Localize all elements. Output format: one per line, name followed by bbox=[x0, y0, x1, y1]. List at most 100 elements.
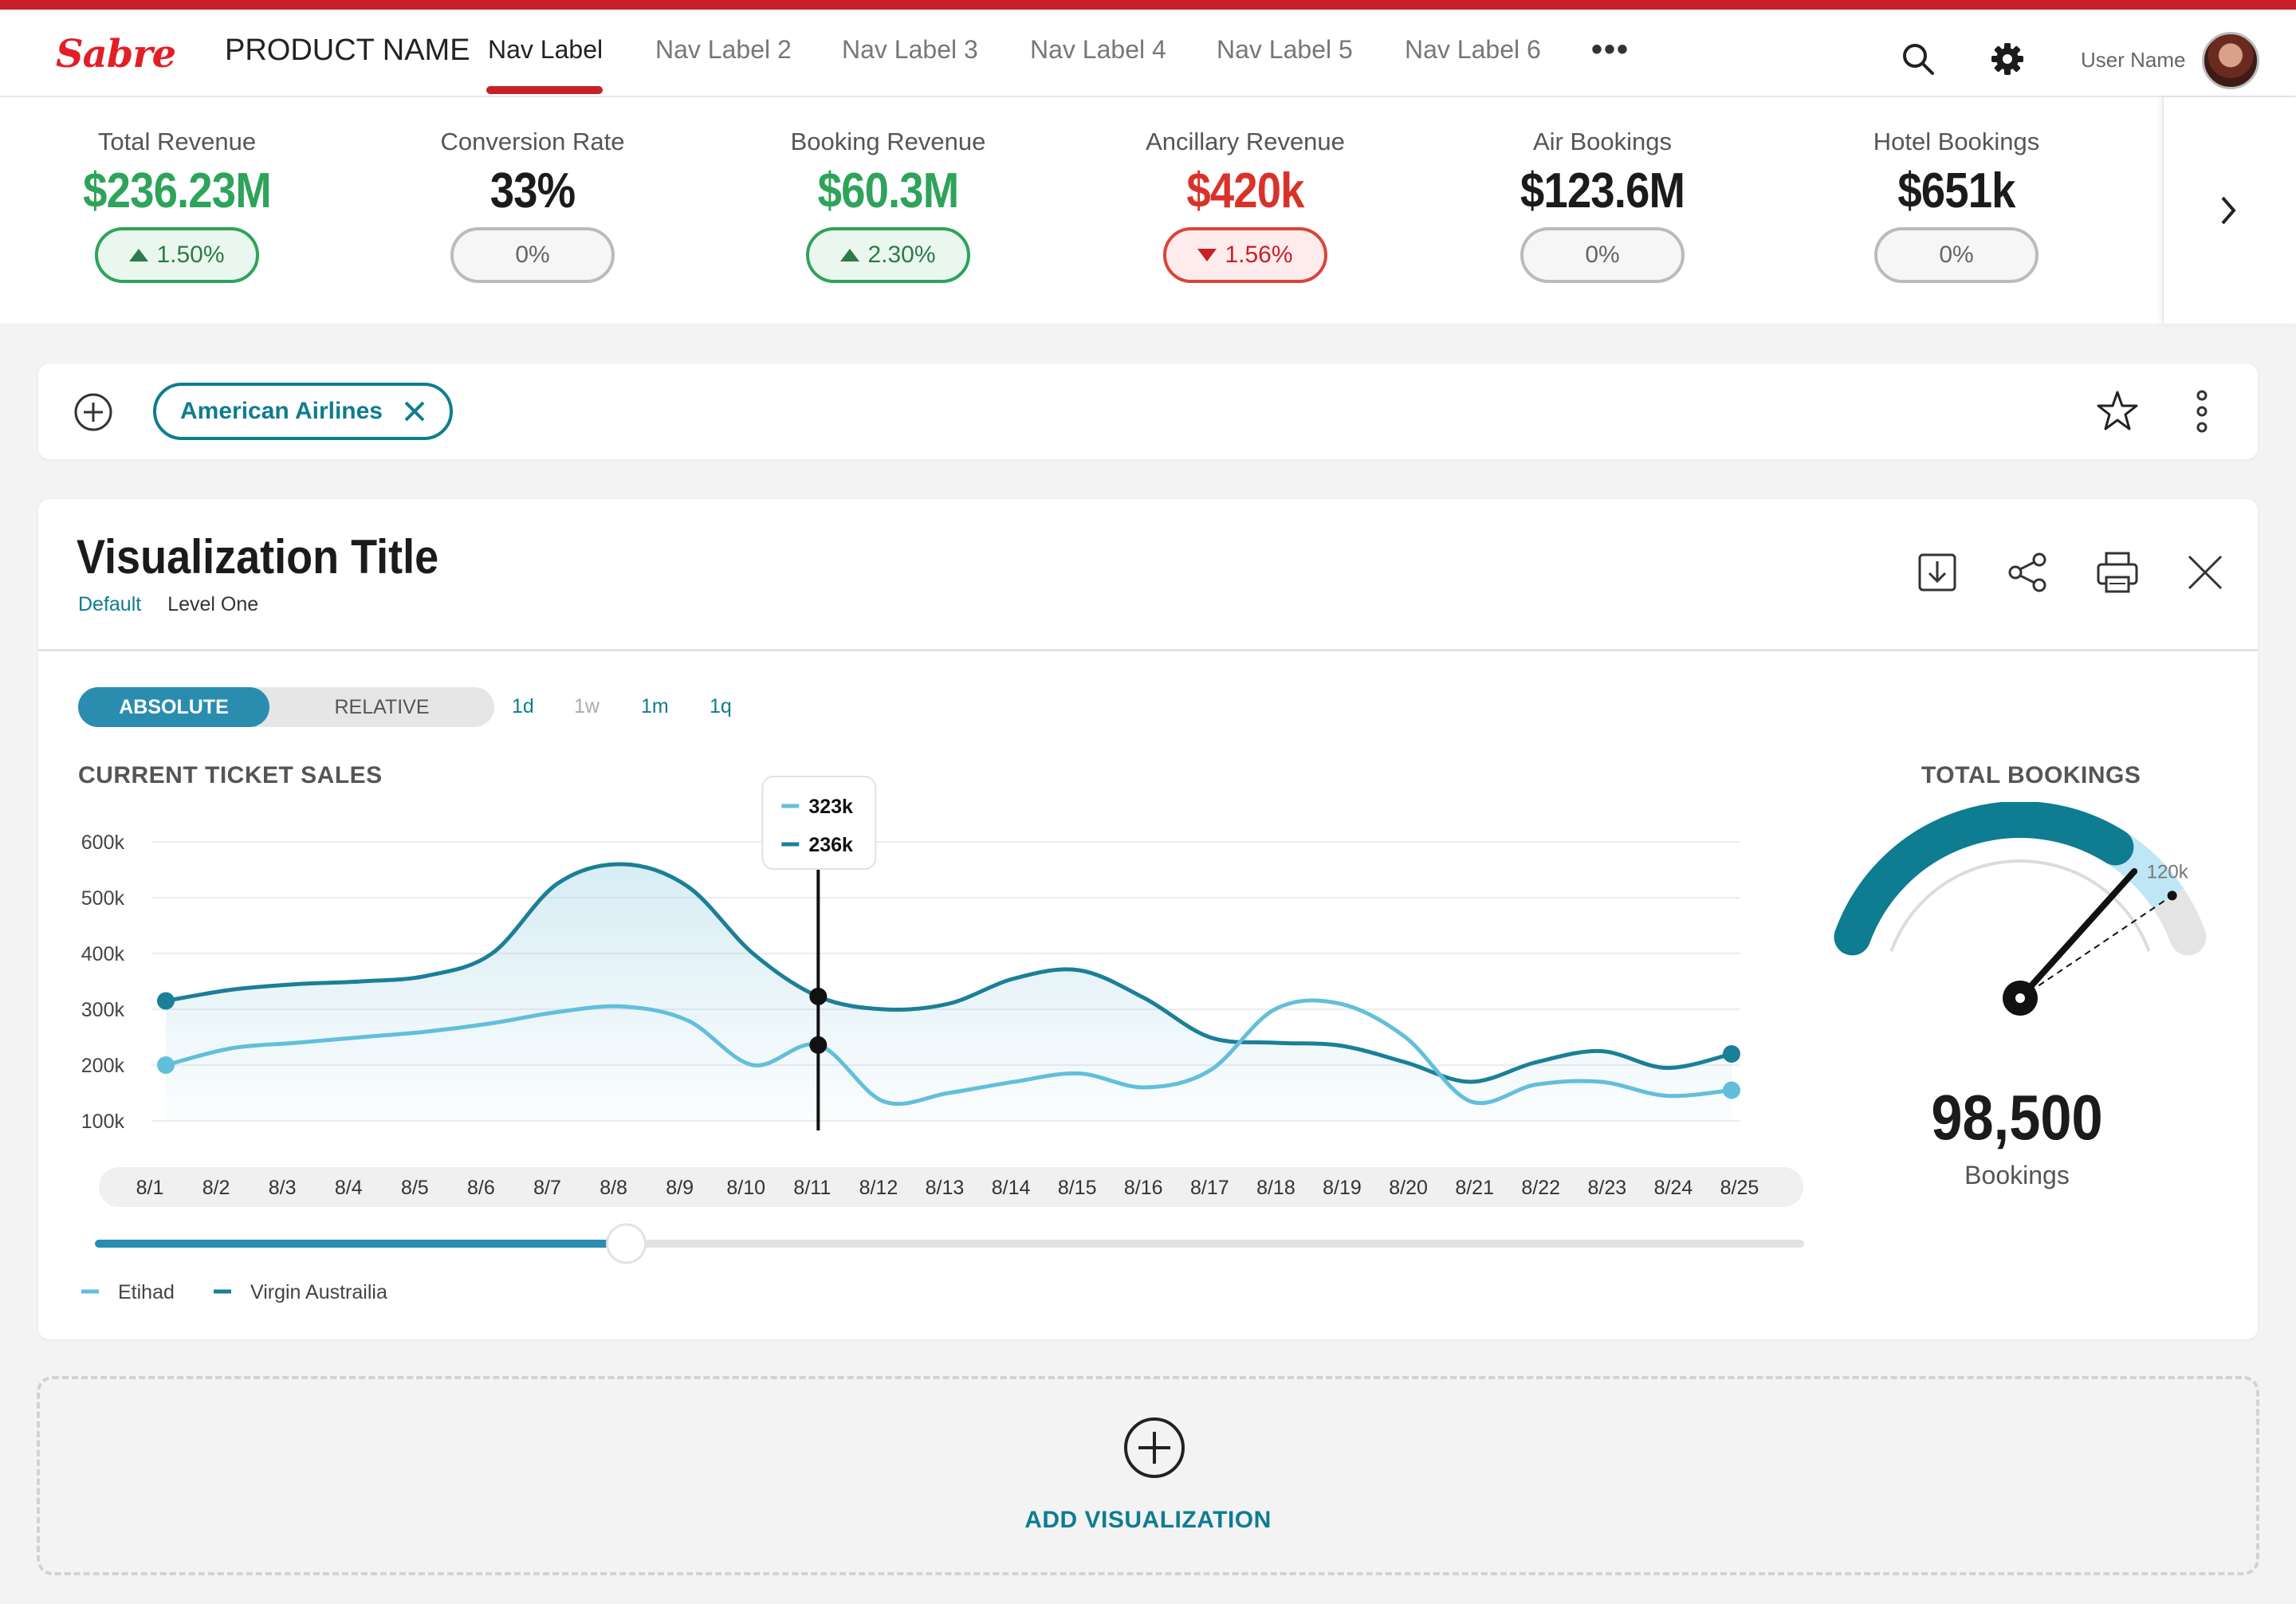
tooltip-value: 236k bbox=[808, 834, 853, 856]
kpi-card[interactable]: Booking Revenue $60.3M 2.30% bbox=[745, 97, 1032, 283]
x-tick-label: 8/22 bbox=[1521, 1177, 1560, 1199]
user-name[interactable]: User Name bbox=[2081, 48, 2186, 72]
kpi-label: Air Bookings bbox=[1532, 128, 1673, 155]
x-tick-label: 8/25 bbox=[1720, 1177, 1759, 1199]
print-icon[interactable] bbox=[2094, 548, 2141, 596]
kpi-value: $236.23M bbox=[83, 163, 272, 218]
kpi-change-badge: 0% bbox=[450, 227, 615, 283]
kpi-value: 33% bbox=[489, 163, 576, 218]
kpi-label: Booking Revenue bbox=[790, 128, 986, 155]
add-circle-icon[interactable] bbox=[1122, 1416, 1186, 1480]
slider-handle[interactable] bbox=[606, 1223, 647, 1264]
series-line bbox=[165, 998, 1732, 1107]
range-1d[interactable]: 1d bbox=[512, 695, 534, 717]
kpi-card[interactable]: Total Revenue $236.23M 1.50% bbox=[33, 97, 320, 283]
highlight-point bbox=[809, 987, 828, 1005]
divider bbox=[38, 649, 2258, 651]
add-visualization-panel[interactable]: ADD VISUALIZATION bbox=[37, 1376, 2259, 1575]
y-tick-label: 200k bbox=[81, 1055, 125, 1077]
x-tick-label: 8/2 bbox=[202, 1177, 230, 1199]
kpi-change-badge: 0% bbox=[1520, 227, 1685, 283]
tooltip-value: 323k bbox=[808, 796, 853, 818]
kpi-label: Conversion Rate bbox=[440, 128, 625, 155]
nav-item-4[interactable]: Nav Label 4 bbox=[1030, 35, 1166, 64]
x-tick-label: 8/9 bbox=[666, 1177, 694, 1199]
x-tick-label: 8/6 bbox=[467, 1177, 495, 1199]
add-visualization-label[interactable]: ADD VISUALIZATION bbox=[1024, 1507, 1272, 1533]
y-tick-label: 100k bbox=[81, 1111, 125, 1133]
kpi-card[interactable]: Conversion Rate 33% 0% bbox=[389, 97, 676, 283]
gauge-value-label: Bookings bbox=[1964, 1161, 2070, 1189]
nav-item-1[interactable]: Nav Label bbox=[488, 35, 603, 64]
add-filter-icon[interactable] bbox=[73, 392, 113, 432]
series-endpoint bbox=[1723, 1045, 1740, 1063]
close-icon[interactable] bbox=[403, 400, 426, 423]
series-endpoint bbox=[157, 992, 175, 1010]
kpi-card[interactable]: Air Bookings $123.6M 0% bbox=[1459, 97, 1746, 283]
kpi-label: Hotel Bookings bbox=[1873, 128, 2040, 155]
gauge-title: TOTAL BOOKINGS bbox=[1921, 762, 2141, 788]
more-vertical-icon[interactable] bbox=[2194, 389, 2210, 434]
x-tick-label: 8/19 bbox=[1323, 1177, 1362, 1199]
kpi-change-badge: 1.56% bbox=[1163, 227, 1327, 283]
gauge-target-label: 120k bbox=[2147, 861, 2189, 883]
nav-item-6[interactable]: Nav Label 6 bbox=[1405, 35, 1541, 64]
trend-down-icon bbox=[1197, 249, 1217, 261]
x-tick-label: 8/3 bbox=[269, 1177, 297, 1199]
toggle-relative[interactable]: RELATIVE bbox=[334, 696, 430, 718]
kpi-card[interactable]: Ancillary Revenue $420k 1.56% bbox=[1102, 97, 1389, 283]
toggle-absolute[interactable]: ABSOLUTE bbox=[78, 687, 269, 727]
total-bookings-gauge: 120k bbox=[1834, 802, 2207, 1016]
series-area bbox=[166, 863, 1732, 1121]
range-1q[interactable]: 1q bbox=[710, 695, 732, 717]
legend-label: Etihad bbox=[118, 1281, 175, 1303]
x-tick-label: 8/20 bbox=[1389, 1177, 1428, 1199]
active-nav-indicator bbox=[486, 86, 603, 94]
filter-bar: American Airlines bbox=[38, 364, 2258, 459]
close-icon[interactable] bbox=[2181, 548, 2229, 596]
more-horizontal-icon[interactable]: ••• bbox=[1591, 32, 1630, 67]
avatar[interactable] bbox=[2202, 32, 2259, 89]
x-tick-label: 8/7 bbox=[533, 1177, 561, 1199]
ticket-sales-chart[interactable]: 100k 200k 300k 400k 500k 600k 323k 236k 8/1 8/2 8/… bbox=[38, 499, 2258, 1339]
range-1w[interactable]: 1w bbox=[574, 695, 600, 717]
x-tick-label: 8/24 bbox=[1654, 1177, 1693, 1199]
breadcrumb-item[interactable]: Default bbox=[78, 593, 142, 615]
kpi-value: $420k bbox=[1186, 163, 1304, 218]
x-tick-label: 8/23 bbox=[1587, 1177, 1626, 1199]
legend-label: Virgin Austrailia bbox=[250, 1281, 387, 1303]
kpi-card[interactable]: Hotel Bookings $651k 0% bbox=[1813, 97, 2100, 283]
product-name[interactable]: PRODUCT NAME bbox=[225, 33, 470, 67]
download-icon[interactable] bbox=[1913, 548, 1961, 596]
chevron-right-icon bbox=[2221, 196, 2236, 225]
filter-chip[interactable]: American Airlines bbox=[153, 383, 453, 440]
brand-accent-bar bbox=[0, 0, 2296, 10]
nav-item-5[interactable]: Nav Label 5 bbox=[1217, 35, 1353, 64]
visualization-card: Visualization Title Default Level One AB… bbox=[38, 499, 2258, 1339]
trend-up-icon bbox=[129, 249, 149, 261]
search-icon[interactable] bbox=[1901, 41, 1936, 77]
highlight-point bbox=[809, 1036, 828, 1054]
filter-chip-label: American Airlines bbox=[180, 398, 383, 424]
gauge-value: 98,500 bbox=[1931, 1082, 2103, 1153]
nav-item-2[interactable]: Nav Label 2 bbox=[655, 35, 792, 64]
series-line bbox=[165, 862, 1732, 1084]
nav-item-3[interactable]: Nav Label 3 bbox=[842, 35, 978, 64]
x-tick-label: 8/14 bbox=[992, 1177, 1031, 1199]
kpi-change-badge: 1.50% bbox=[95, 227, 259, 283]
date-range-slider[interactable] bbox=[95, 1223, 1804, 1264]
trend-up-icon bbox=[840, 249, 860, 261]
gauge-inner-ring bbox=[1889, 859, 2151, 952]
kpi-change-badge: 2.30% bbox=[806, 227, 970, 283]
chart-tooltip: 323k 236k bbox=[761, 776, 877, 870]
gear-icon[interactable] bbox=[1990, 41, 2025, 77]
kpi-value: $60.3M bbox=[817, 163, 960, 218]
sabre-logo[interactable]: Sabre bbox=[56, 32, 176, 77]
x-tick-label: 8/21 bbox=[1455, 1177, 1494, 1199]
x-tick-label: 8/15 bbox=[1058, 1177, 1097, 1199]
range-1m[interactable]: 1m bbox=[641, 695, 669, 717]
share-icon[interactable] bbox=[2004, 548, 2052, 596]
kpi-next-button[interactable] bbox=[2164, 97, 2296, 324]
star-icon[interactable] bbox=[2095, 389, 2140, 434]
y-tick-label: 400k bbox=[81, 943, 125, 965]
